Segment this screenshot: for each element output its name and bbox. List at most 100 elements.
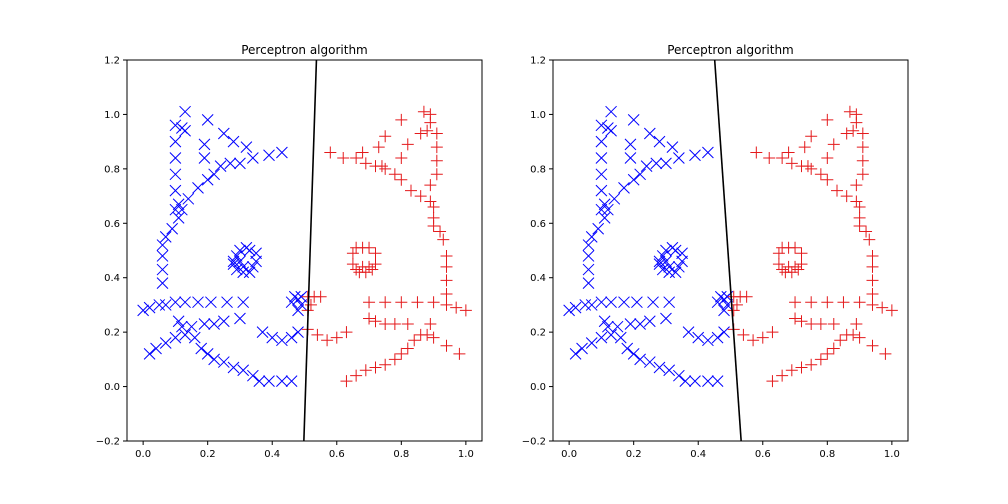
data-point [185, 320, 198, 333]
data-point [379, 296, 392, 309]
data-point [217, 356, 230, 368]
data-point [598, 211, 611, 224]
data-point [650, 157, 663, 170]
data-point [346, 247, 359, 260]
data-point [453, 347, 466, 360]
data-point [582, 277, 595, 290]
data-point [805, 162, 818, 175]
data-point [375, 160, 388, 173]
data-point [792, 263, 805, 276]
data-point [634, 318, 646, 330]
data-point [795, 315, 808, 328]
data-point [221, 296, 233, 309]
data-point [247, 152, 259, 164]
data-point [602, 320, 614, 333]
data-point [401, 317, 414, 330]
data-point [702, 146, 714, 159]
data-point [276, 375, 288, 387]
data-point [198, 318, 211, 330]
data-point [814, 317, 827, 330]
data-point [656, 263, 669, 276]
data-point [427, 296, 440, 309]
data-point [179, 124, 191, 137]
data-point [350, 151, 363, 164]
data-point [372, 141, 385, 154]
data-point [611, 320, 624, 333]
data-point [643, 315, 656, 328]
data-point [660, 255, 672, 268]
data-point [766, 375, 779, 388]
data-point [227, 255, 240, 268]
data-point [676, 247, 688, 260]
data-point [156, 263, 169, 276]
data-point [673, 369, 685, 382]
data-point [660, 244, 672, 257]
data-point [363, 312, 376, 325]
data-point [766, 326, 779, 339]
data-point [217, 127, 230, 140]
data-point [614, 331, 627, 344]
data-point [740, 290, 753, 303]
data-point [663, 266, 676, 279]
data-point [276, 334, 288, 347]
data-point [663, 260, 676, 273]
data-point [602, 203, 614, 216]
data-point [585, 299, 598, 311]
data-point [169, 119, 182, 132]
data-point [805, 296, 818, 309]
data-point [643, 127, 656, 140]
data-point [169, 152, 182, 164]
data-point [582, 250, 595, 262]
x-tick-label: 0.0 [135, 449, 151, 460]
data-point [866, 298, 879, 311]
data-point [440, 298, 453, 311]
data-point [369, 258, 382, 271]
data-point [585, 337, 598, 349]
data-point [227, 135, 240, 148]
data-point [408, 334, 421, 347]
data-point [860, 225, 873, 238]
data-point [866, 339, 879, 352]
data-point [405, 184, 417, 197]
y-tick-label: 0.2 [104, 328, 120, 339]
data-point [237, 296, 250, 309]
y-tick-label: 0.4 [530, 273, 546, 284]
data-point [789, 312, 802, 325]
data-point [363, 296, 376, 309]
plot-area [563, 60, 898, 441]
data-point [430, 127, 443, 140]
data-point [647, 296, 659, 309]
data-point [805, 130, 818, 143]
data-point [430, 154, 443, 167]
x-tick-label: 0.6 [755, 449, 771, 460]
data-point [450, 301, 463, 314]
data-point [563, 304, 575, 317]
data-point [579, 299, 592, 311]
x-tick-label: 0.2 [626, 449, 642, 460]
data-point [205, 296, 217, 309]
data-point [395, 151, 408, 164]
data-point [427, 211, 440, 224]
chart-title: Perceptron algorithm [241, 43, 368, 57]
data-point [879, 347, 892, 360]
data-point [176, 320, 188, 333]
data-point [702, 334, 714, 347]
data-point [353, 266, 366, 279]
chart-title: Perceptron algorithm [667, 43, 794, 57]
data-point [624, 318, 637, 330]
data-point [369, 361, 382, 374]
data-point [421, 124, 434, 137]
data-point [201, 114, 214, 126]
series-x-markers [137, 105, 308, 387]
data-point [840, 127, 853, 140]
data-point [618, 182, 630, 194]
data-point [430, 168, 443, 181]
y-tick-label: 0.6 [104, 219, 120, 230]
data-point [618, 296, 630, 309]
data-point [340, 326, 353, 339]
data-point [785, 364, 798, 377]
data-point [656, 250, 669, 262]
data-point [821, 151, 834, 164]
data-point [653, 258, 666, 270]
data-point [856, 127, 869, 140]
